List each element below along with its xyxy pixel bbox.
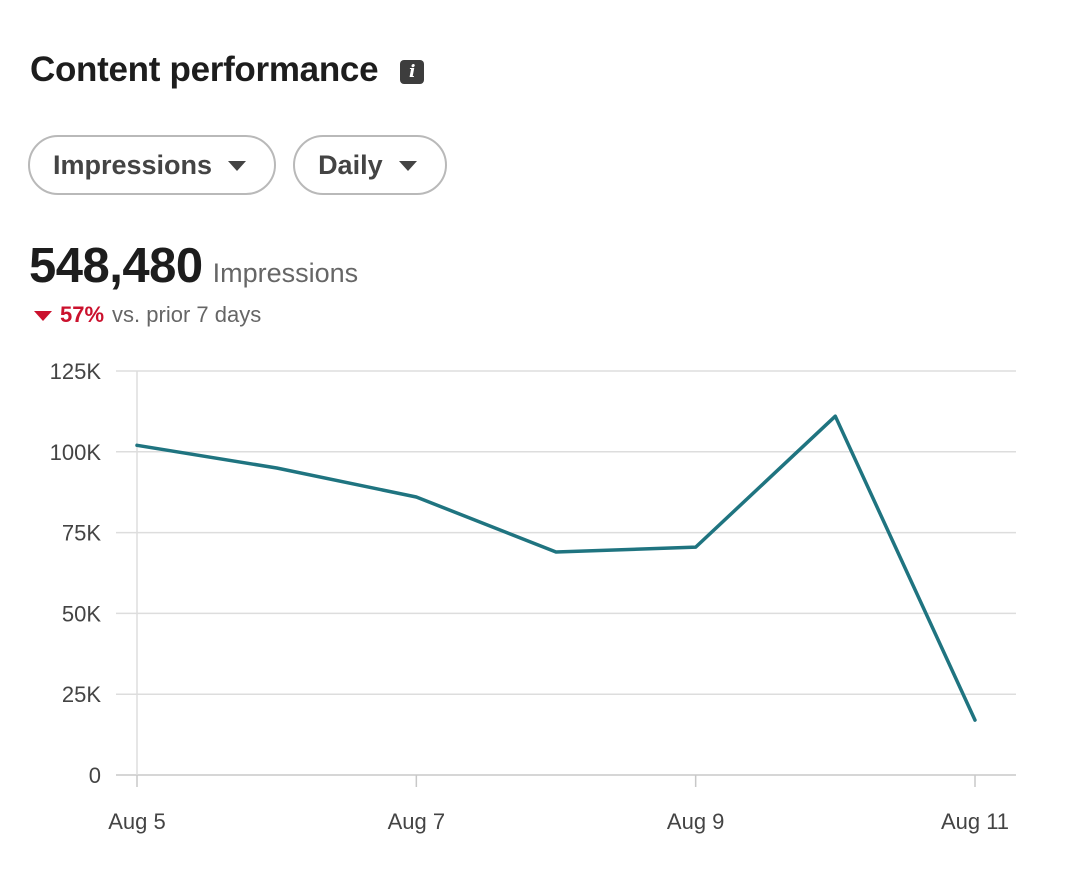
- period-dropdown-label: Daily: [318, 149, 383, 180]
- card-header: Content performance i: [30, 50, 425, 90]
- down-arrow-icon: [34, 311, 52, 321]
- summary-metric: 548,480 Impressions: [29, 238, 358, 294]
- change-indicator: 57% vs. prior 7 days: [34, 302, 261, 328]
- x-tick-label: Aug 9: [667, 809, 725, 834]
- x-tick-label: Aug 5: [108, 809, 166, 834]
- change-percent: 57%: [60, 302, 105, 327]
- info-icon[interactable]: i: [400, 59, 425, 84]
- y-tick-label: 25K: [62, 682, 101, 707]
- y-tick-label: 100K: [50, 440, 102, 465]
- y-tick-label: 50K: [62, 601, 101, 626]
- card-title: Content performance: [30, 50, 379, 89]
- summary-unit: Impressions: [212, 258, 359, 288]
- caret-down-icon: [398, 161, 417, 171]
- period-dropdown[interactable]: Daily: [293, 135, 447, 195]
- metric-dropdown-label: Impressions: [53, 149, 213, 180]
- x-tick-label: Aug 7: [388, 809, 446, 834]
- y-tick-label: 125K: [50, 359, 102, 384]
- series-line: [135, 414, 977, 722]
- x-tick-label: Aug 11: [941, 809, 1009, 834]
- summary-value: 548,480: [29, 239, 203, 293]
- metric-dropdown[interactable]: Impressions: [28, 135, 277, 195]
- change-comparison: vs. prior 7 days: [112, 302, 262, 327]
- y-tick-label: 0: [89, 763, 101, 788]
- filter-bar: Impressions Daily: [28, 135, 447, 195]
- y-tick-label: 75K: [62, 521, 101, 546]
- caret-down-icon: [228, 161, 247, 171]
